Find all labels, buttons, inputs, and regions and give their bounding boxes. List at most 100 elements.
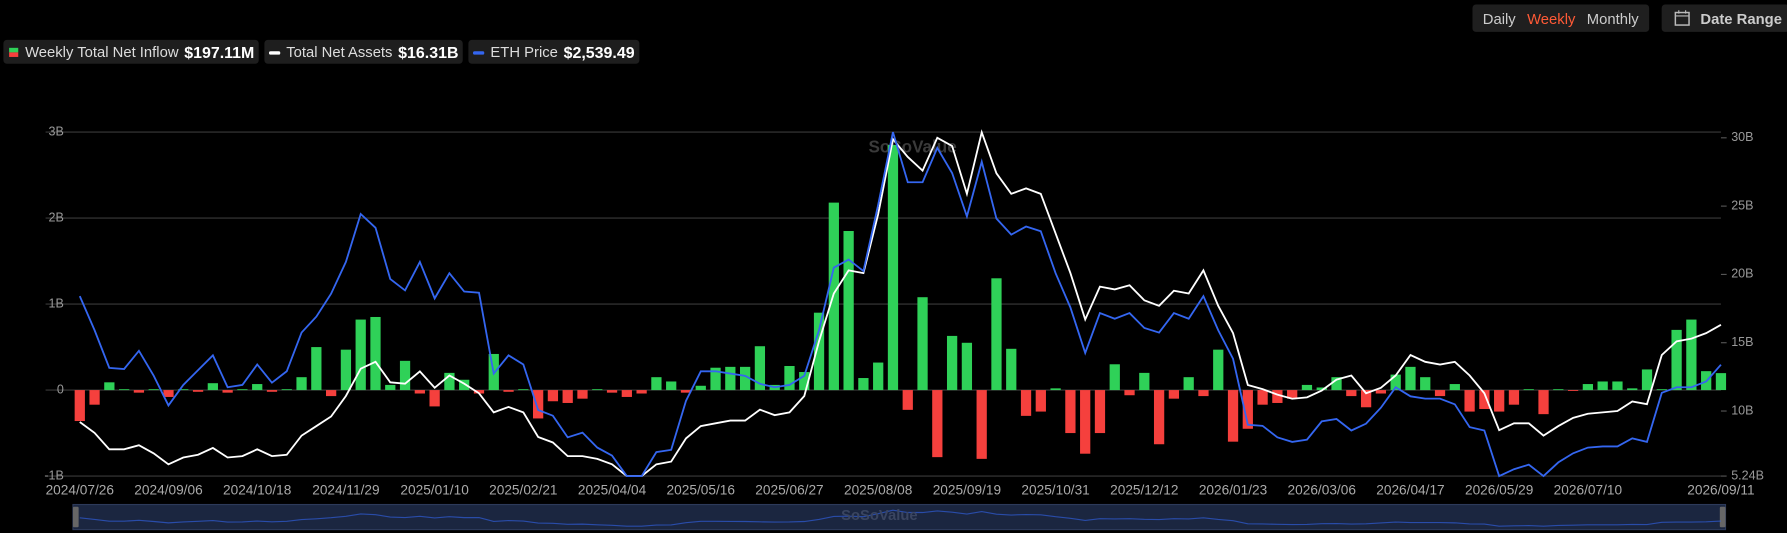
bar: [1449, 384, 1460, 391]
bar: [1508, 390, 1520, 405]
bar: [192, 390, 204, 392]
y-tick-label: 0: [57, 382, 64, 396]
bar: [1434, 390, 1446, 397]
range-tab[interactable]: Monthly: [1586, 9, 1639, 27]
bar: [754, 346, 766, 391]
bar: [163, 390, 174, 397]
bar: [651, 377, 662, 391]
legend-value: $16.31B: [398, 42, 459, 61]
bar: [680, 390, 692, 393]
bar: [873, 362, 884, 391]
bar: [636, 390, 647, 394]
legend-item[interactable]: Total Net Assets $16.31B: [264, 39, 464, 64]
bar: [1065, 390, 1076, 434]
bar: [1612, 381, 1623, 391]
date-range-label: Date Range: [1700, 9, 1782, 27]
legend-item[interactable]: ETH Price $2,539.49: [468, 39, 640, 64]
bar: [917, 297, 928, 391]
y2-tick-label: 30B: [1731, 130, 1753, 144]
bar: [1641, 369, 1653, 391]
legend-value: $197.11M: [184, 42, 255, 61]
bar: [666, 381, 677, 391]
bar: [119, 389, 130, 391]
x-tick-label: 2026/05/29: [1465, 482, 1533, 497]
bar: [1553, 389, 1564, 391]
navigator: [72, 503, 1727, 531]
bar: [399, 360, 411, 391]
bar: [1109, 364, 1120, 391]
bar: [1006, 348, 1017, 391]
x-tick-label: 2024/10/18: [223, 482, 291, 497]
bar: [89, 390, 100, 405]
legend-icon: [269, 50, 281, 55]
x-tick-label: 2025/02/21: [489, 482, 557, 497]
bar: [843, 230, 854, 391]
bar: [1257, 390, 1268, 405]
bar: [281, 389, 292, 391]
bar: [1050, 388, 1061, 391]
legend-item[interactable]: Weekly Total Net Inflow $197.11M: [3, 39, 259, 64]
navigator-series: [79, 509, 1721, 527]
icon-top: [9, 47, 19, 52]
bar: [1020, 390, 1032, 416]
bar: [326, 390, 337, 397]
bar: [222, 390, 233, 393]
line: [79, 129, 1722, 477]
calendar-icon: [1674, 10, 1690, 26]
date-range-button[interactable]: Date Range: [1661, 4, 1787, 32]
y-tick-label: 1B: [49, 296, 64, 310]
legend-name: ETH Price: [490, 43, 558, 61]
bar: [148, 389, 159, 391]
icon-bottom: [9, 51, 19, 57]
bar: [1494, 390, 1505, 412]
legend-value: $2,539.49: [563, 42, 635, 61]
bar: [961, 342, 973, 391]
bar: [1301, 384, 1313, 391]
bar: [296, 377, 307, 391]
bar: [887, 145, 899, 391]
bar: [444, 372, 455, 391]
bar: [1656, 389, 1667, 391]
bar: [592, 389, 603, 391]
navigator-watermark: SoSoValue: [841, 508, 918, 524]
bar: [710, 367, 721, 391]
bar: [1272, 390, 1283, 403]
bar: [1582, 384, 1594, 391]
bar: [739, 366, 751, 391]
bar: [932, 390, 943, 458]
x-tick-label: 2025/08/08: [844, 482, 912, 497]
bar: [1627, 388, 1638, 391]
bar: [1464, 390, 1475, 412]
icon-line: [269, 50, 281, 55]
y2-tick-label: 20B: [1731, 267, 1753, 281]
bar: [1124, 390, 1135, 396]
bar: [1405, 366, 1416, 391]
bar: [237, 389, 248, 391]
bar: [370, 316, 381, 391]
bar: [902, 390, 913, 410]
x-tick-label: 2026/04/17: [1376, 482, 1444, 497]
line: [78, 131, 1722, 478]
bar: [1567, 390, 1579, 391]
bar: [355, 319, 366, 391]
range-tab[interactable]: Daily: [1482, 9, 1516, 27]
range-tab[interactable]: Weekly: [1527, 9, 1576, 27]
bar: [1316, 387, 1327, 391]
bar: [547, 390, 559, 402]
navigator-line: [79, 509, 1721, 527]
legend-name: Total Net Assets: [286, 43, 393, 61]
legend-icon: [9, 47, 19, 57]
bar: [178, 389, 189, 391]
y-tick-label: -1B: [44, 468, 63, 482]
bar: [340, 349, 352, 391]
bar: [813, 312, 825, 391]
bar: [414, 390, 425, 394]
bar: [207, 383, 218, 391]
bar: [1242, 390, 1253, 429]
bar: [1080, 390, 1091, 454]
x-tick-label: 2024/09/06: [134, 482, 202, 497]
bar: [1287, 390, 1298, 399]
bar: [991, 278, 1002, 391]
bar: [577, 390, 588, 399]
